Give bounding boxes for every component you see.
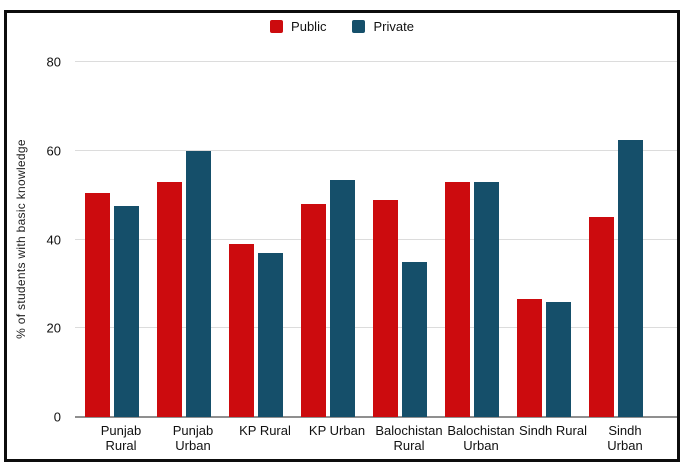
- x-label-balochistan-urban: Balochistan Urban: [445, 423, 517, 454]
- y-tick-60: 60: [46, 143, 61, 159]
- y-tick-40: 40: [46, 232, 61, 247]
- x-label-text: Sindh Rural: [519, 423, 587, 438]
- y-tick-20: 20: [46, 320, 61, 336]
- x-label-text: Balochistan Urban: [447, 423, 515, 454]
- chart-canvas: Public Private % of students with basic k…: [7, 13, 677, 459]
- bar-public-balochistan-rural: [373, 199, 398, 417]
- x-label-punjab-urban: Punjab Urban: [157, 423, 229, 454]
- bar-public-sindh-urban: [589, 217, 614, 417]
- bar-group-kp-rural: [229, 62, 301, 417]
- bar-private-sindh-urban: [618, 139, 643, 417]
- legend: Public Private: [7, 19, 677, 34]
- x-label-text: KP Rural: [239, 423, 291, 438]
- x-label-kp-rural: KP Rural: [229, 423, 301, 454]
- bar-public-punjab-urban: [157, 181, 182, 417]
- bar-group-balochistan-urban: [445, 62, 517, 417]
- bar-group-sindh-urban: [589, 62, 661, 417]
- legend-item-public: Public: [270, 19, 326, 34]
- bar-group-kp-urban: [301, 62, 373, 417]
- bar-public-balochistan-urban: [445, 181, 470, 417]
- legend-swatch-private: [352, 20, 366, 33]
- bar-private-balochistan-rural: [402, 261, 427, 417]
- bar-public-sindh-rural: [517, 299, 542, 417]
- x-label-text: Punjab Rural: [100, 423, 142, 454]
- bar-public-punjab-rural: [85, 192, 110, 417]
- bar-group-punjab-urban: [157, 62, 229, 417]
- legend-label-public: Public: [291, 19, 327, 34]
- x-label-balochistan-rural: Balochistan Rural: [373, 423, 445, 454]
- gridline-80: [75, 61, 677, 62]
- x-label-sindh-urban: Sindh Urban: [589, 423, 661, 454]
- x-label-sindh-rural: Sindh Rural: [517, 423, 589, 454]
- bar-private-kp-rural: [258, 252, 283, 417]
- bar-private-punjab-urban: [186, 150, 211, 417]
- bar-group-sindh-rural: [517, 62, 589, 417]
- bar-private-kp-urban: [330, 179, 355, 417]
- plot-area: 0 20 40 60 80: [47, 55, 677, 425]
- y-axis-title: % of students with basic knowledge: [14, 139, 28, 339]
- legend-swatch-public: [270, 20, 284, 33]
- x-label-punjab-rural: Punjab Rural: [85, 423, 157, 454]
- legend-item-private: Private: [352, 19, 414, 34]
- bar-public-kp-rural: [229, 243, 254, 417]
- y-tick-0: 0: [53, 409, 61, 425]
- bar-private-sindh-rural: [546, 301, 571, 417]
- x-axis-line: [75, 416, 677, 418]
- bar-groups: [85, 62, 661, 417]
- x-label-text: Punjab Urban: [172, 423, 214, 454]
- gridline-60: [75, 149, 677, 151]
- bar-group-balochistan-rural: [373, 62, 445, 417]
- x-label-kp-urban: KP Urban: [301, 423, 373, 454]
- x-label-text: KP Urban: [308, 423, 366, 438]
- bar-group-punjab-rural: [85, 62, 157, 417]
- y-tick-80: 80: [46, 54, 61, 70]
- x-label-text: Sindh Urban: [607, 423, 643, 454]
- bar-public-kp-urban: [301, 204, 326, 417]
- x-axis-labels: Punjab Rural Punjab Urban KP Rural KP Urban…: [85, 423, 661, 454]
- x-label-text: Balochistan Rural: [375, 423, 443, 454]
- bar-private-balochistan-urban: [474, 181, 499, 417]
- legend-label-private: Private: [373, 19, 414, 34]
- chart-frame: Public Private % of students with basic k…: [4, 10, 680, 462]
- bar-private-punjab-rural: [114, 206, 139, 417]
